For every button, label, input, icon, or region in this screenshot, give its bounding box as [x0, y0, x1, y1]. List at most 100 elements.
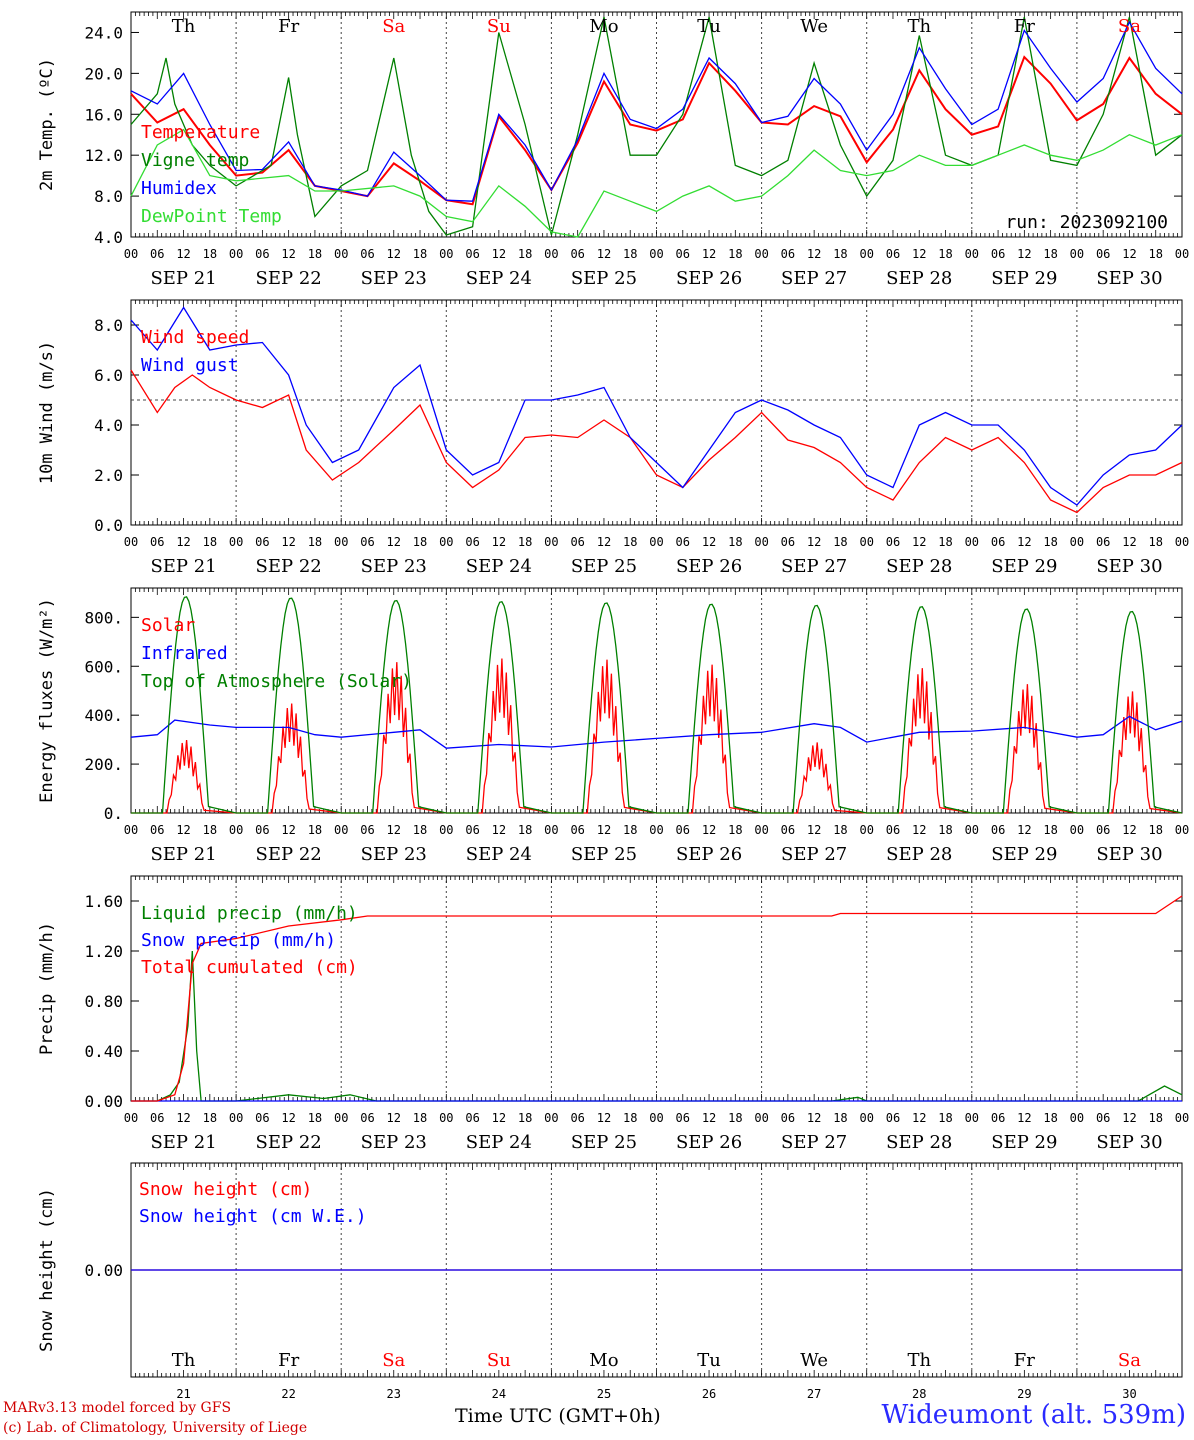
- date-label: SEP 25: [571, 556, 637, 577]
- hour-label: 00: [124, 535, 138, 549]
- panel-2: [130, 299, 1183, 526]
- credits-line-2: (c) Lab. of Climatology, University of L…: [3, 1420, 308, 1436]
- hour-label: 12: [807, 823, 821, 837]
- weekday-label: Sa: [382, 1350, 405, 1371]
- y-tick-label: 200.: [84, 755, 123, 774]
- date-label: SEP 23: [361, 844, 427, 865]
- weekday-label: We: [800, 16, 828, 37]
- hour-label: 00: [754, 535, 768, 549]
- date-label: SEP 23: [361, 1132, 427, 1153]
- legend-entry: Temperature: [141, 122, 260, 143]
- hour-label: 18: [623, 247, 637, 261]
- date-label: SEP 27: [781, 556, 847, 577]
- y-tick-label: 12.0: [84, 146, 123, 165]
- hour-label: 18: [203, 247, 217, 261]
- hour-label: 18: [1148, 535, 1162, 549]
- hour-label: 00: [649, 823, 663, 837]
- y-tick-label: 2.0: [94, 466, 123, 485]
- legend-entry: Total cumulated (cm): [141, 957, 358, 978]
- hour-label: 12: [702, 247, 716, 261]
- hour-label: 18: [1043, 1111, 1057, 1125]
- weekday-label: Su: [487, 16, 511, 37]
- y-tick-label: 0.0: [94, 516, 123, 535]
- weekday-label: Sa: [382, 16, 405, 37]
- hour-label: 00: [859, 535, 873, 549]
- date-label: SEP 24: [466, 844, 532, 865]
- hour-label: 12: [387, 247, 401, 261]
- hour-label: 00: [965, 1111, 979, 1125]
- date-label: SEP 28: [886, 268, 952, 289]
- weekday-label: Fr: [1014, 16, 1035, 37]
- hour-label: 00: [1070, 1111, 1084, 1125]
- weekday-label: We: [800, 1350, 828, 1371]
- hour-label: 18: [413, 1111, 427, 1125]
- hour-label: 06: [150, 1111, 164, 1125]
- hour-label: 06: [1096, 823, 1110, 837]
- legend-entry: Wind speed: [141, 327, 249, 348]
- date-label: SEP 21: [150, 556, 216, 577]
- hour-label: 18: [938, 823, 952, 837]
- hour-label: 12: [281, 535, 295, 549]
- hour-label: 12: [387, 535, 401, 549]
- hour-label: 18: [1043, 247, 1057, 261]
- hour-label: 18: [203, 1111, 217, 1125]
- panel-5: [130, 1162, 1183, 1378]
- day-number-label: 26: [702, 1387, 716, 1401]
- hour-label: 00: [859, 823, 873, 837]
- date-label: SEP 30: [1096, 556, 1162, 577]
- hour-label: 18: [938, 247, 952, 261]
- hour-label: 06: [991, 1111, 1005, 1125]
- hour-label: 12: [176, 247, 190, 261]
- day-number-label: 27: [807, 1387, 821, 1401]
- date-label: SEP 28: [886, 556, 952, 577]
- hour-label: 06: [676, 1111, 690, 1125]
- date-label: SEP 27: [781, 268, 847, 289]
- date-label: SEP 26: [676, 268, 742, 289]
- hour-label: 06: [150, 823, 164, 837]
- hour-label: 00: [544, 247, 558, 261]
- hour-label: 18: [1148, 247, 1162, 261]
- hour-label: 00: [334, 535, 348, 549]
- y-axis-label: Snow height (cm): [37, 1188, 57, 1352]
- hour-label: 06: [781, 247, 795, 261]
- hour-label: 18: [833, 823, 847, 837]
- hour-label: 00: [334, 247, 348, 261]
- hour-label: 00: [229, 535, 243, 549]
- hour-label: 06: [781, 1111, 795, 1125]
- hour-label: 06: [991, 247, 1005, 261]
- hour-label: 12: [176, 535, 190, 549]
- hour-label: 06: [150, 535, 164, 549]
- date-label: SEP 26: [676, 556, 742, 577]
- legend-entry: Snow height (cm): [139, 1179, 312, 1200]
- hour-label: 12: [492, 247, 506, 261]
- y-tick-label: 0.: [104, 804, 123, 823]
- day-number-label: 21: [176, 1387, 190, 1401]
- date-label: SEP 24: [466, 268, 532, 289]
- hour-label: 00: [439, 823, 453, 837]
- hour-label: 12: [281, 1111, 295, 1125]
- hour-label: 06: [886, 1111, 900, 1125]
- y-tick-label: 4.0: [94, 416, 123, 435]
- day-number-label: 23: [387, 1387, 401, 1401]
- legend-entry: Wind gust: [141, 355, 239, 376]
- hour-label: 00: [544, 823, 558, 837]
- y-tick-label: 0.80: [84, 992, 123, 1011]
- hour-label: 18: [413, 823, 427, 837]
- date-label: SEP 25: [571, 268, 637, 289]
- hour-label: 06: [360, 823, 374, 837]
- hour-label: 12: [1017, 247, 1031, 261]
- hour-label: 06: [1096, 535, 1110, 549]
- y-axis-label: Energy fluxes (W/m²): [37, 598, 57, 803]
- y-tick-label: 600.: [84, 657, 123, 676]
- hour-label: 18: [833, 247, 847, 261]
- day-number-label: 24: [492, 1387, 506, 1401]
- date-label: SEP 29: [991, 268, 1057, 289]
- hour-label: 12: [912, 1111, 926, 1125]
- hour-label: 00: [439, 1111, 453, 1125]
- day-number-label: 22: [281, 1387, 295, 1401]
- hour-label: 00: [859, 1111, 873, 1125]
- hour-label: 12: [912, 247, 926, 261]
- hour-label: 00: [334, 1111, 348, 1125]
- hour-label: 06: [886, 247, 900, 261]
- date-label: SEP 26: [676, 844, 742, 865]
